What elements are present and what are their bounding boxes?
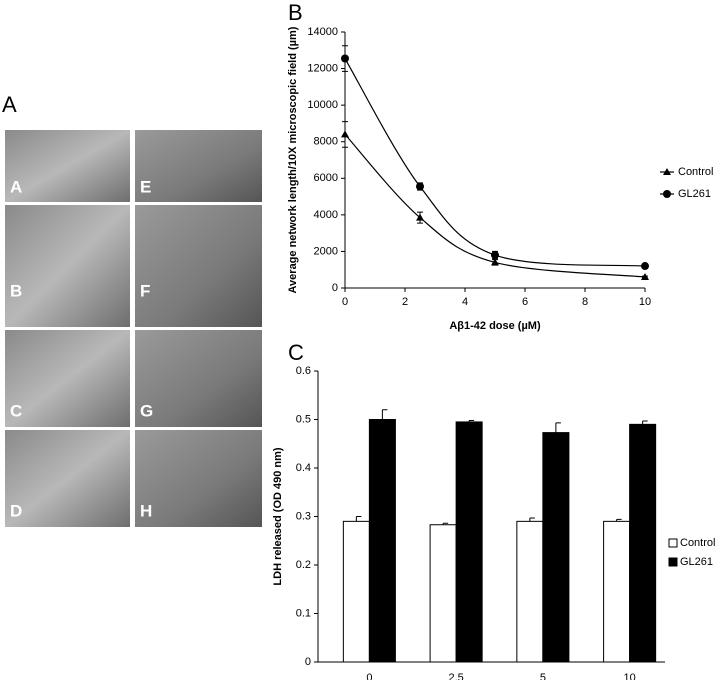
y-tick-label: 6000 (314, 172, 338, 184)
y-tick-label: 0 (332, 282, 338, 294)
marker (491, 251, 499, 260)
y-tick-label: 12000 (307, 62, 338, 74)
legend-marker (663, 168, 671, 175)
y-tick-label: 0.4 (296, 462, 311, 474)
marker (491, 258, 499, 266)
micrograph (135, 205, 262, 327)
marker (641, 262, 649, 271)
bar (603, 520, 631, 663)
bar (342, 520, 370, 663)
bar (455, 421, 483, 663)
marker (416, 213, 424, 221)
image-label: C (10, 401, 22, 420)
series-line (344, 133, 646, 278)
x-tick-label: 8 (582, 296, 588, 308)
micrograph (5, 430, 130, 527)
error-bar (555, 422, 561, 433)
y-tick-label: 14000 (307, 26, 338, 38)
bar (516, 520, 544, 663)
micrograph (135, 330, 262, 427)
legend-label: Control (678, 166, 713, 178)
error-bar (642, 420, 648, 425)
marker (341, 130, 349, 138)
micrograph (135, 430, 262, 527)
error-bar (616, 518, 622, 522)
x-tick-label: 5 (540, 672, 546, 680)
error-bar (468, 419, 475, 422)
x-tick-label: 4 (462, 296, 468, 308)
x-tick-label: 10 (639, 296, 651, 308)
image-label: A (10, 177, 22, 196)
y-tick-label: 0.3 (296, 510, 311, 522)
marker (341, 54, 349, 63)
legend-label: GL261 (678, 188, 711, 200)
legend-label: GL261 (680, 556, 713, 568)
x-axis-title: Aβ1-42 dose (µM) (449, 320, 541, 332)
marker (416, 182, 424, 191)
y-tick-label: 2000 (314, 245, 338, 257)
bar (542, 432, 570, 663)
y-tick-label: 0.2 (296, 559, 311, 571)
y-tick-label: 4000 (314, 209, 338, 221)
panel-letter: B (288, 0, 303, 25)
legend-swatch (668, 557, 678, 567)
bar (629, 423, 657, 663)
image-label: F (140, 281, 150, 300)
error-bar (355, 516, 362, 522)
micrograph (5, 130, 130, 202)
x-tick-label: 0 (342, 296, 348, 308)
panel-letter: C (288, 340, 304, 365)
x-tick-label: 10 (624, 672, 636, 680)
x-tick-label: 2 (402, 296, 408, 308)
error-bar (529, 517, 535, 522)
micrograph (135, 130, 262, 202)
y-tick-label: 0.1 (296, 607, 311, 619)
image-label: D (10, 501, 22, 520)
bar (368, 419, 396, 663)
panel-letter: A (2, 92, 17, 117)
marker (641, 273, 649, 281)
y-tick-label: 0.6 (296, 365, 311, 377)
y-tick-label: 10000 (307, 99, 338, 111)
x-tick-label: 2.5 (448, 672, 463, 680)
legend-label: Control (680, 537, 715, 549)
error-bar (442, 522, 449, 525)
image-label: G (140, 401, 153, 420)
micrograph (5, 205, 130, 327)
micrograph (5, 330, 130, 427)
legend-swatch (668, 538, 678, 548)
y-axis-title: LDH released (OD 490 nm) (272, 447, 284, 585)
bar (429, 524, 457, 663)
series-line (344, 58, 646, 267)
error-bar (381, 409, 388, 420)
x-tick-label: 0 (366, 672, 372, 680)
image-label: H (140, 501, 152, 520)
y-axis-title: Average network length/10X microscopic f… (287, 26, 299, 293)
image-label: E (140, 177, 151, 196)
y-tick-label: 0.5 (296, 413, 311, 425)
y-tick-label: 8000 (314, 136, 338, 148)
x-tick-label: 6 (522, 296, 528, 308)
legend-marker (663, 190, 671, 198)
micrographs: A B C D E F G H (5, 130, 262, 527)
image-label: B (10, 281, 22, 300)
y-tick-label: 0 (305, 656, 311, 668)
